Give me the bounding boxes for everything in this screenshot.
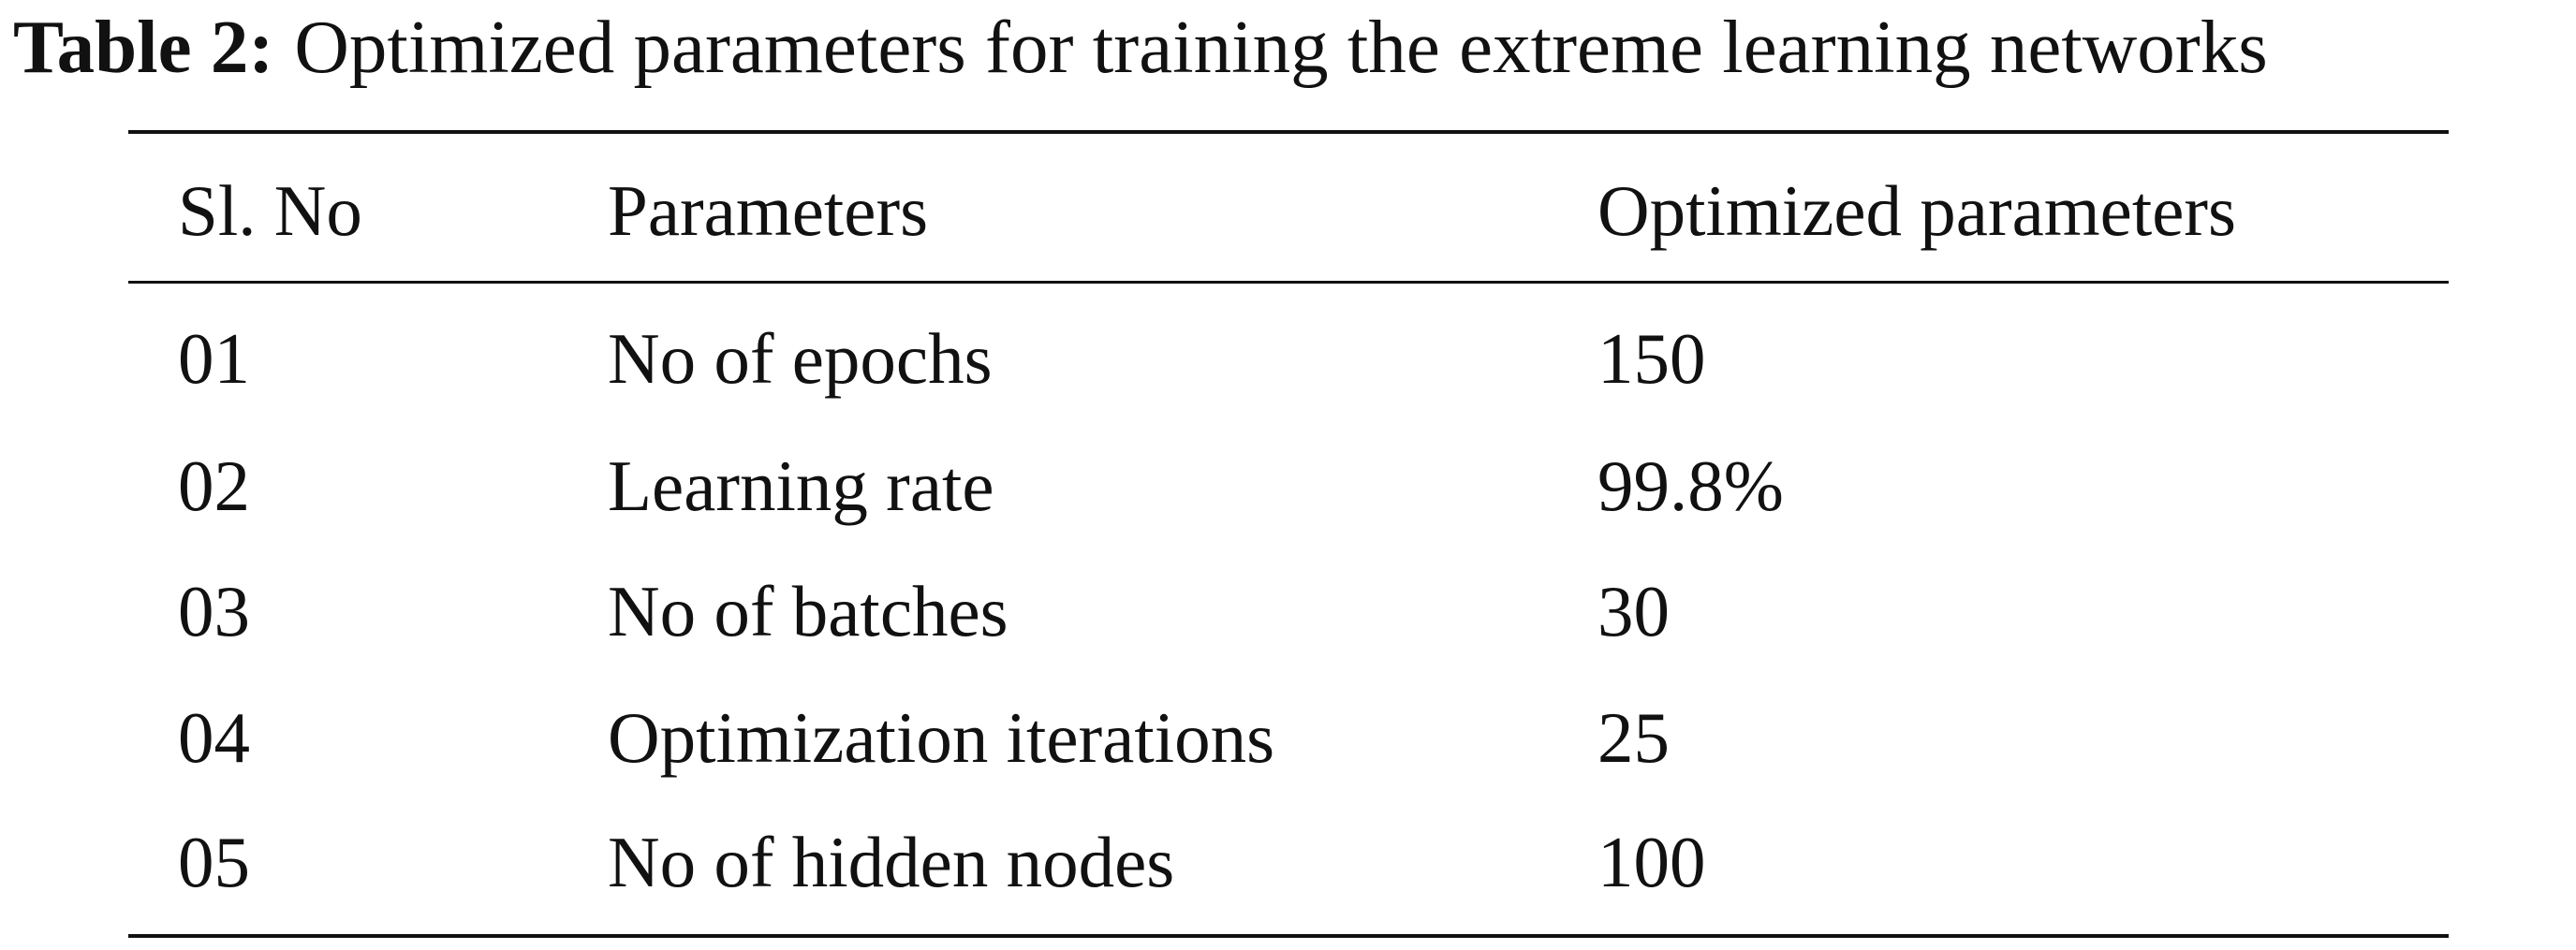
bottom-rule [128, 934, 2449, 938]
table-cell: 30 [1597, 571, 1670, 651]
table-cell: 05 [178, 822, 250, 902]
table-cell: 04 [178, 697, 250, 778]
top-rule [128, 130, 2449, 134]
table-cell: 150 [1597, 318, 1706, 399]
table-cell: 99.8% [1597, 446, 1784, 526]
table-cell: 02 [178, 446, 250, 526]
table-cell: No of batches [608, 571, 1008, 651]
table-cell: 01 [178, 318, 250, 399]
column-header: Sl. No [178, 170, 362, 251]
table-cell: 25 [1597, 697, 1670, 778]
table-cell: 03 [178, 571, 250, 651]
column-header: Parameters [608, 170, 929, 251]
table-cell: 100 [1597, 822, 1706, 902]
table-cell: Optimization iterations [608, 697, 1275, 778]
caption-text: Optimized parameters for training the ex… [294, 5, 2268, 89]
table-caption: Table 2: Optimized parameters for trainin… [13, 0, 2268, 94]
table-cell: Learning rate [608, 446, 994, 526]
table-cell: No of hidden nodes [608, 822, 1175, 902]
column-header: Optimized parameters [1597, 170, 2237, 251]
table-cell: No of epochs [608, 318, 993, 399]
header-rule [128, 281, 2449, 284]
caption-label: Table 2: [13, 5, 274, 89]
